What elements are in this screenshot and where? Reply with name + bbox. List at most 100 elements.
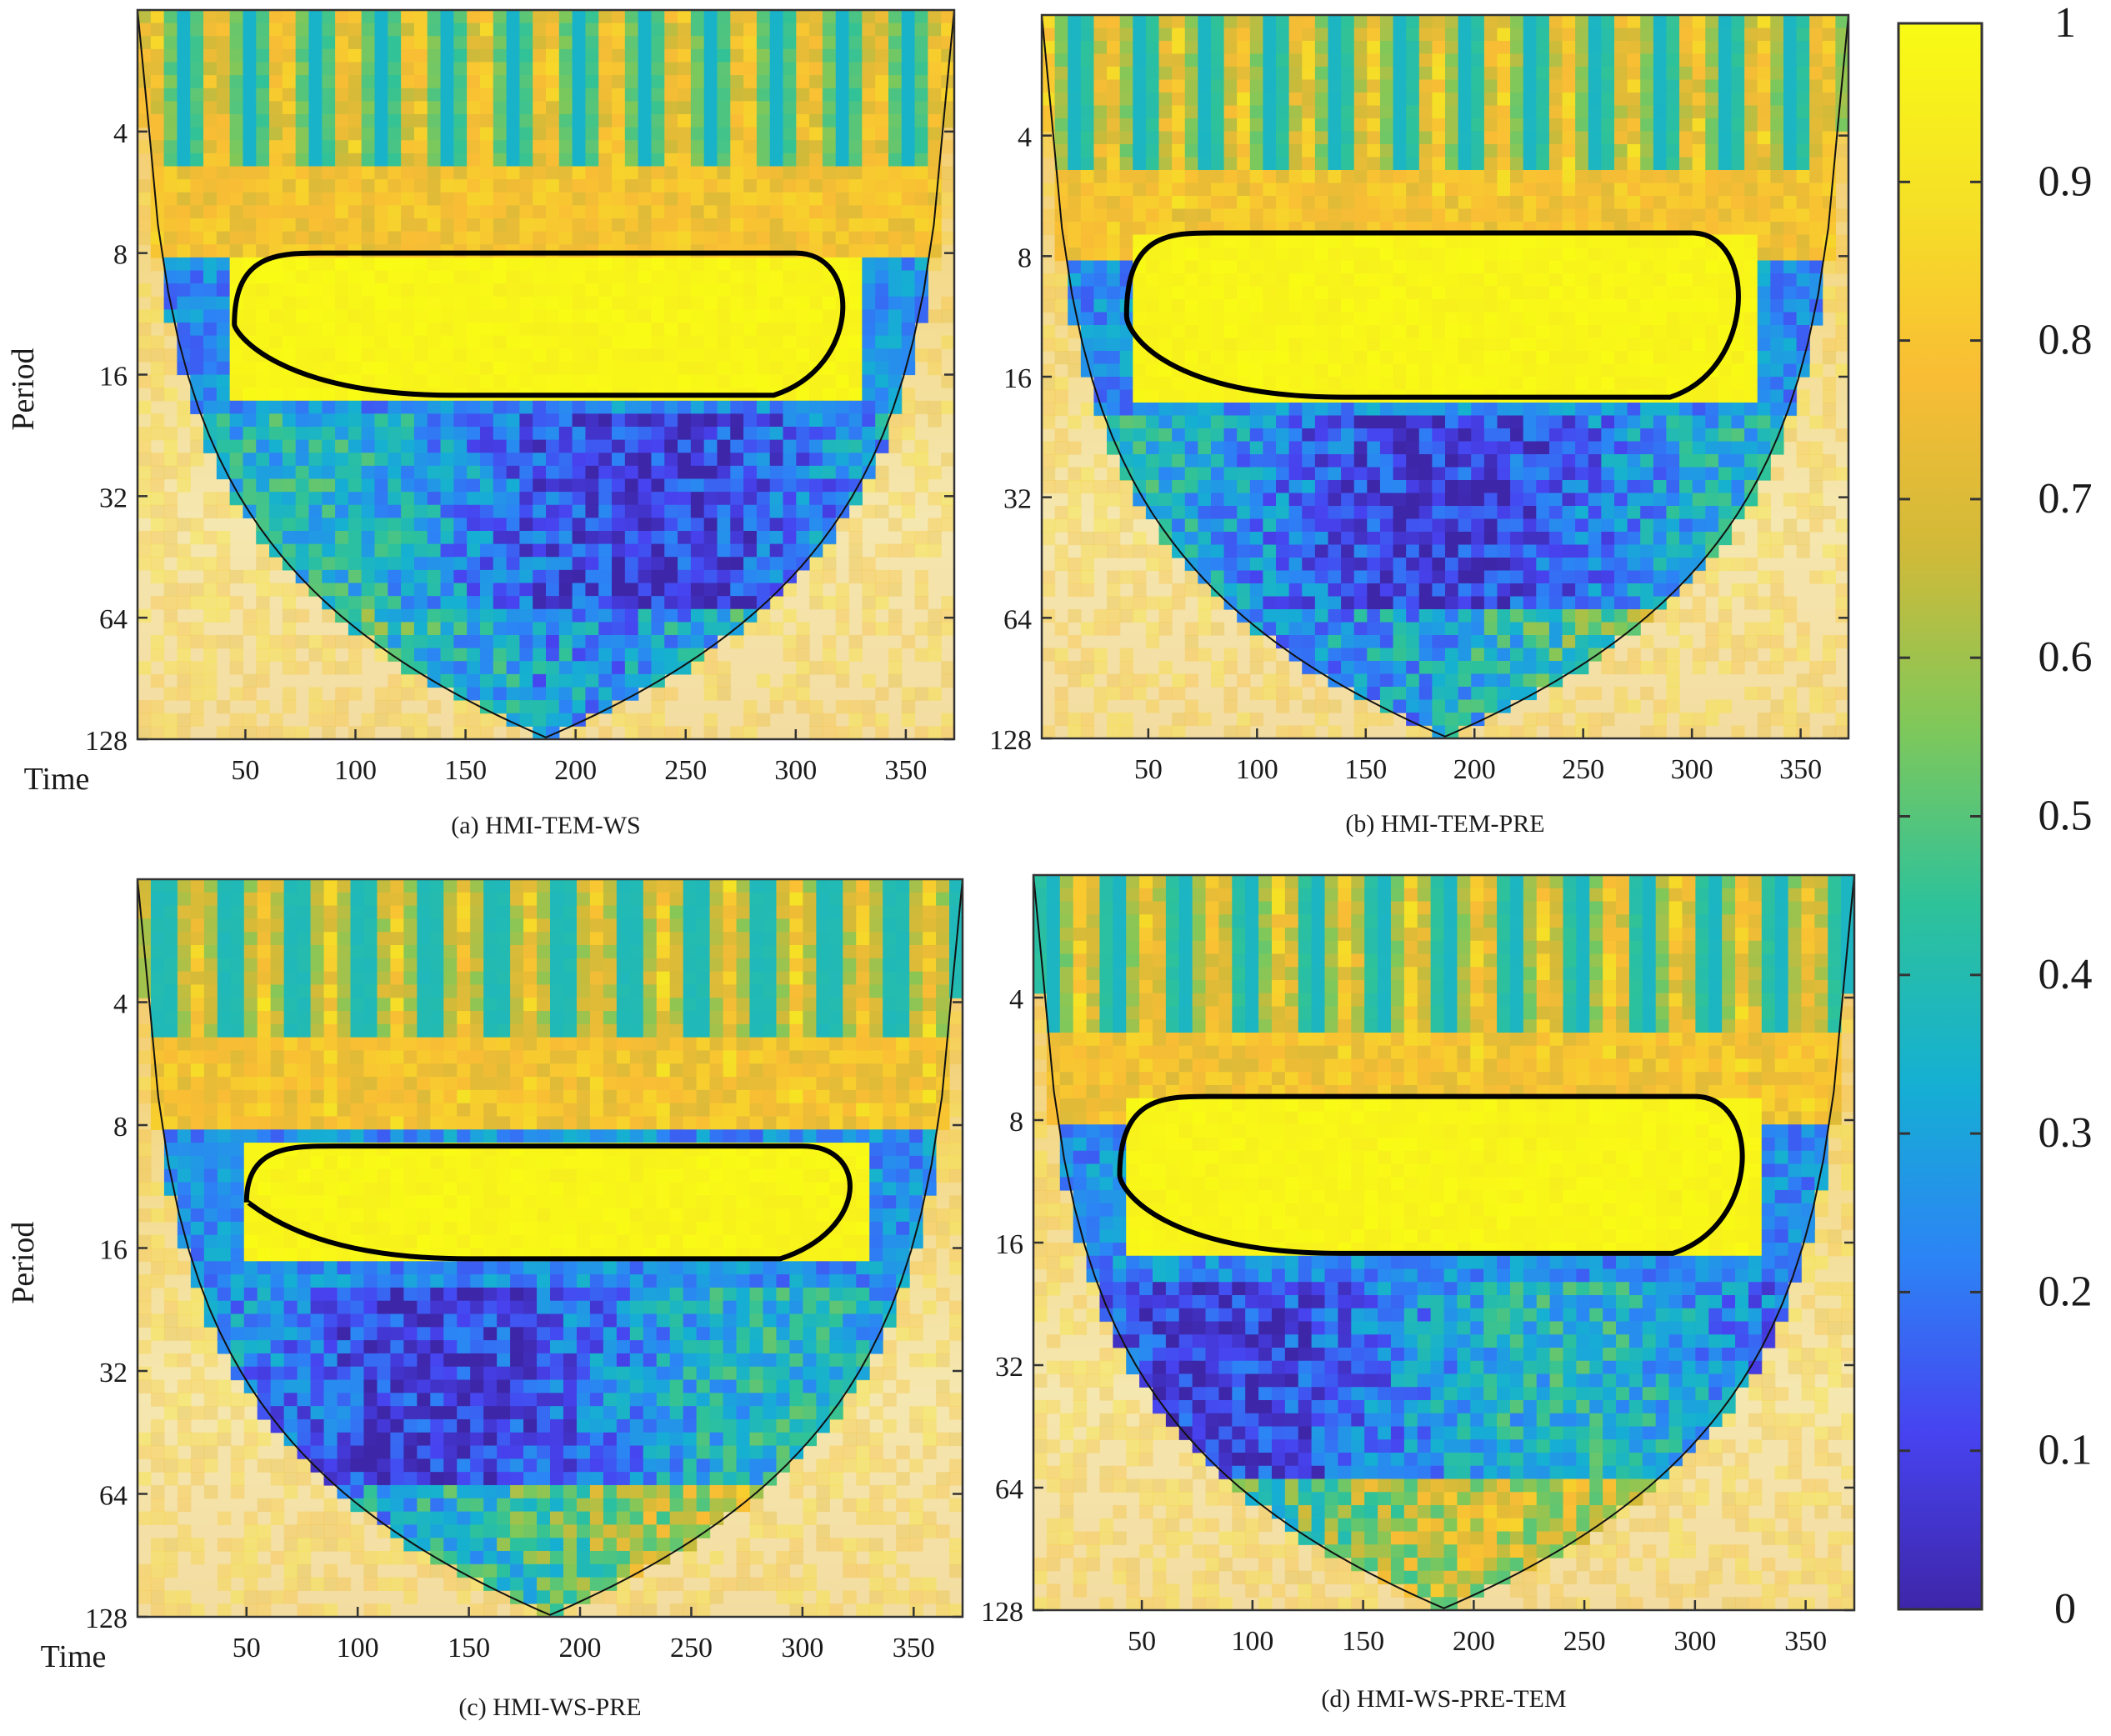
heatmap-cell	[1093, 222, 1108, 236]
heatmap-cell	[348, 296, 363, 310]
heatmap-cell	[1054, 93, 1068, 107]
heatmap-cell	[1263, 93, 1277, 107]
heatmap-cell	[1692, 299, 1706, 313]
heatmap-cell	[848, 400, 863, 414]
heatmap-cell	[756, 36, 771, 50]
heatmap-cell	[1237, 196, 1251, 210]
heatmap-cell	[558, 153, 573, 168]
heatmap-cell	[875, 140, 889, 154]
heatmap-cell	[519, 296, 533, 310]
heatmap-cell	[1379, 93, 1394, 107]
heatmap-cell	[941, 400, 954, 414]
heatmap-cell	[822, 518, 837, 532]
heatmap-cell	[203, 231, 218, 245]
heatmap-cell	[546, 231, 560, 245]
heatmap-cell	[519, 309, 533, 323]
heatmap-cell	[1198, 183, 1212, 197]
heatmap-cell	[572, 648, 587, 662]
heatmap-cell	[1133, 41, 1147, 55]
heatmap-cell	[440, 296, 454, 310]
heatmap-cell	[401, 673, 415, 688]
heatmap-cell	[572, 127, 587, 141]
heatmap-cell	[243, 140, 257, 154]
heatmap-cell	[914, 348, 928, 363]
heatmap-cell	[624, 465, 639, 480]
heatmap-cell	[1107, 208, 1121, 223]
heatmap-cell	[703, 583, 718, 597]
heatmap-cell	[1835, 363, 1848, 378]
heatmap-cell	[783, 309, 797, 323]
heatmap-cell	[361, 179, 376, 193]
heatmap-cell	[585, 257, 599, 272]
heatmap-cell	[1302, 351, 1316, 365]
heatmap-cell	[1054, 260, 1068, 274]
heatmap-cell	[1288, 118, 1303, 133]
heatmap-cell	[493, 673, 508, 688]
heatmap-cell	[558, 596, 573, 610]
heatmap-cell	[361, 75, 376, 89]
heatmap-cell	[269, 335, 283, 349]
heatmap-cell	[163, 726, 178, 739]
heatmap-cell	[862, 140, 876, 154]
heatmap-cell	[361, 726, 376, 739]
heatmap-cell	[1679, 79, 1693, 93]
heatmap-cell	[519, 622, 533, 636]
heatmap-cell	[730, 583, 744, 597]
heatmap-cell	[888, 205, 903, 219]
heatmap-cell	[203, 114, 218, 128]
heatmap-cell	[558, 661, 573, 675]
heatmap-cell	[809, 75, 823, 89]
heatmap-cell	[1692, 170, 1706, 184]
heatmap-cell	[519, 374, 533, 388]
heatmap-cell	[1497, 157, 1511, 171]
heatmap-cell	[1536, 79, 1550, 93]
heatmap-cell	[479, 296, 494, 310]
heatmap-cell	[479, 205, 494, 219]
heatmap-cell	[848, 153, 863, 168]
heatmap-cell	[1406, 234, 1420, 248]
heatmap-cell	[322, 726, 336, 739]
heatmap-cell	[1367, 325, 1381, 339]
heatmap-cell	[1054, 183, 1068, 197]
heatmap-cell	[796, 218, 810, 233]
heatmap-cell	[256, 88, 270, 102]
heatmap-cell	[229, 648, 244, 662]
heatmap-cell	[1796, 67, 1810, 81]
heatmap-cell	[914, 179, 928, 193]
heatmap-cell	[1770, 351, 1784, 365]
heatmap-cell	[1692, 338, 1706, 352]
heatmap-cell	[1679, 41, 1693, 55]
heatmap-cell	[848, 75, 863, 89]
heatmap-cell	[743, 153, 758, 168]
heatmap-cell	[493, 583, 508, 597]
heatmap-cell	[703, 36, 718, 50]
heatmap-cell	[1068, 53, 1082, 68]
heatmap-cell	[901, 140, 916, 154]
heatmap-cell	[612, 62, 626, 76]
heatmap-cell	[163, 492, 178, 506]
heatmap-cell	[1796, 157, 1810, 171]
heatmap-cell	[848, 127, 863, 141]
heatmap-cell	[1601, 234, 1615, 248]
heatmap-cell	[440, 492, 454, 506]
heatmap-cell	[809, 478, 823, 493]
heatmap-cell	[862, 557, 876, 571]
heatmap-cell	[203, 413, 218, 428]
heatmap-cell	[901, 166, 916, 180]
heatmap-cell	[361, 465, 376, 480]
heatmap-cell	[1328, 131, 1342, 145]
heatmap-cell	[835, 478, 850, 493]
heatmap-cell	[150, 648, 165, 662]
heatmap-cell	[467, 23, 481, 37]
heatmap-cell	[388, 348, 402, 363]
heatmap-cell	[401, 726, 415, 739]
heatmap-cell	[1042, 105, 1056, 119]
heatmap-cell	[756, 492, 771, 506]
heatmap-cell	[453, 218, 468, 233]
heatmap-cell	[1770, 118, 1784, 133]
heatmap-cell	[203, 205, 218, 219]
heatmap-cell	[638, 323, 653, 337]
heatmap-cell	[440, 179, 454, 193]
heatmap-cell	[835, 673, 850, 688]
heatmap-cell	[374, 374, 388, 388]
